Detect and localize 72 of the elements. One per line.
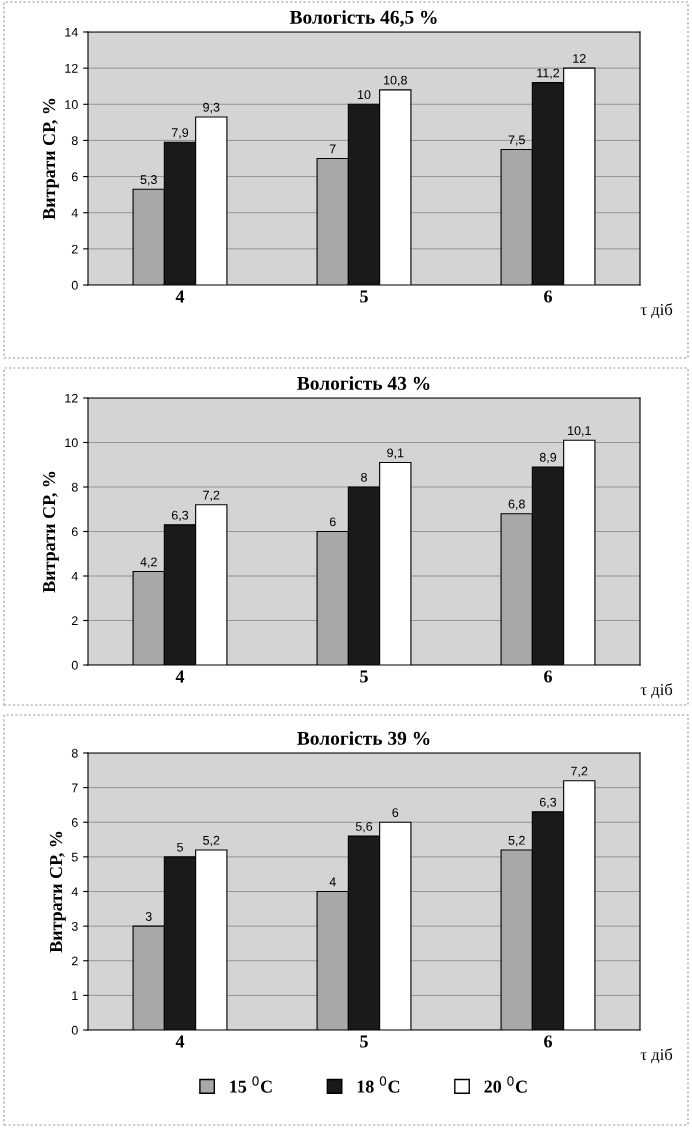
chart-title: Вологість 39 % bbox=[297, 731, 430, 745]
chart-title: Вологість 43 % bbox=[297, 376, 430, 390]
y-tick-label: 8 bbox=[71, 482, 78, 492]
data-label: 5,2 bbox=[203, 835, 220, 847]
data-label: 6 bbox=[392, 808, 399, 817]
y-tick-label: 4 bbox=[71, 208, 78, 218]
data-label: 8,9 bbox=[539, 452, 557, 464]
data-label: 7,5 bbox=[508, 135, 525, 146]
y-tick-label: 6 bbox=[71, 172, 78, 182]
data-label: 7,2 bbox=[203, 490, 220, 502]
data-label: 8 bbox=[361, 472, 367, 482]
y-tick-label: 6 bbox=[71, 818, 78, 827]
data-label: 5,2 bbox=[508, 835, 525, 847]
chart-title: Вологість 46,5 % bbox=[289, 10, 437, 27]
y-tick-label: 0 bbox=[71, 280, 78, 290]
data-label: 10 bbox=[358, 90, 371, 100]
x-tick-label: 4 bbox=[175, 670, 185, 683]
data-label: 5,6 bbox=[355, 822, 373, 833]
data-label: 5 bbox=[177, 842, 183, 852]
x-tick-label: 4 bbox=[175, 290, 185, 303]
data-label: 9,3 bbox=[203, 102, 220, 114]
data-label: 4 bbox=[329, 877, 336, 887]
data-label: 9,1 bbox=[387, 448, 404, 459]
x-tick-label: 6 bbox=[544, 290, 552, 303]
x-tick-label: 5 bbox=[360, 1035, 368, 1048]
data-label: 3 bbox=[145, 912, 152, 921]
data-label: 6 bbox=[329, 517, 336, 527]
y-tick-label: 14 bbox=[65, 27, 78, 37]
y-tick-label: 2 bbox=[71, 956, 78, 966]
x-tick-label: 6 bbox=[544, 670, 552, 683]
x-axis-title: τ діб bbox=[640, 1048, 673, 1064]
data-label: 6,8 bbox=[508, 499, 525, 510]
y-tick-label: 1 bbox=[72, 991, 78, 1000]
data-label: 6,3 bbox=[539, 797, 557, 809]
y-tick-label: 2 bbox=[71, 616, 78, 626]
y-axis-title: Витрати СР, % bbox=[49, 831, 66, 953]
y-tick-label: 4 bbox=[71, 571, 78, 581]
y-tick-label: 3 bbox=[71, 921, 78, 931]
y-axis-title: Витрати СР, % bbox=[42, 98, 59, 220]
y-tick-label: 12 bbox=[65, 63, 78, 73]
data-label: 10,1 bbox=[568, 426, 591, 437]
data-label: 11,2 bbox=[537, 68, 560, 79]
y-tick-label: 4 bbox=[71, 887, 78, 897]
y-tick-label: 6 bbox=[71, 527, 78, 537]
x-tick-label: 5 bbox=[360, 670, 368, 683]
y-tick-label: 7 bbox=[71, 783, 78, 793]
data-label: 7 bbox=[329, 144, 336, 154]
x-axis-title: τ діб bbox=[640, 303, 673, 319]
y-tick-label: 10 bbox=[65, 438, 78, 448]
y-tick-label: 8 bbox=[71, 748, 78, 758]
data-label: 7,9 bbox=[171, 128, 189, 139]
x-tick-label: 6 bbox=[544, 1035, 552, 1048]
y-tick-label: 8 bbox=[71, 136, 78, 146]
y-tick-label: 0 bbox=[71, 1025, 78, 1035]
x-axis-title: τ діб bbox=[640, 683, 673, 699]
data-label: 6,3 bbox=[171, 510, 189, 522]
legend-label: 20 $^{0}$C bbox=[484, 1076, 527, 1093]
legend-label: 15 $^{0}$C bbox=[230, 1076, 272, 1093]
data-label: 4,2 bbox=[140, 557, 157, 568]
y-axis-title: Витрати СР, % bbox=[42, 471, 59, 593]
y-tick-label: 0 bbox=[71, 660, 78, 670]
data-label: 10,8 bbox=[384, 75, 407, 87]
y-tick-label: 10 bbox=[65, 100, 78, 109]
y-tick-label: 2 bbox=[71, 244, 78, 254]
x-tick-label: 4 bbox=[175, 1035, 185, 1048]
data-label: 12 bbox=[573, 54, 586, 63]
x-tick-label: 5 bbox=[360, 290, 368, 303]
data-label: 5,3 bbox=[140, 175, 157, 186]
y-tick-label: 12 bbox=[65, 393, 78, 403]
legend-label: 18 $^{0}$C bbox=[357, 1076, 400, 1093]
data-label: 7,2 bbox=[571, 766, 588, 777]
y-tick-label: 5 bbox=[71, 852, 78, 862]
